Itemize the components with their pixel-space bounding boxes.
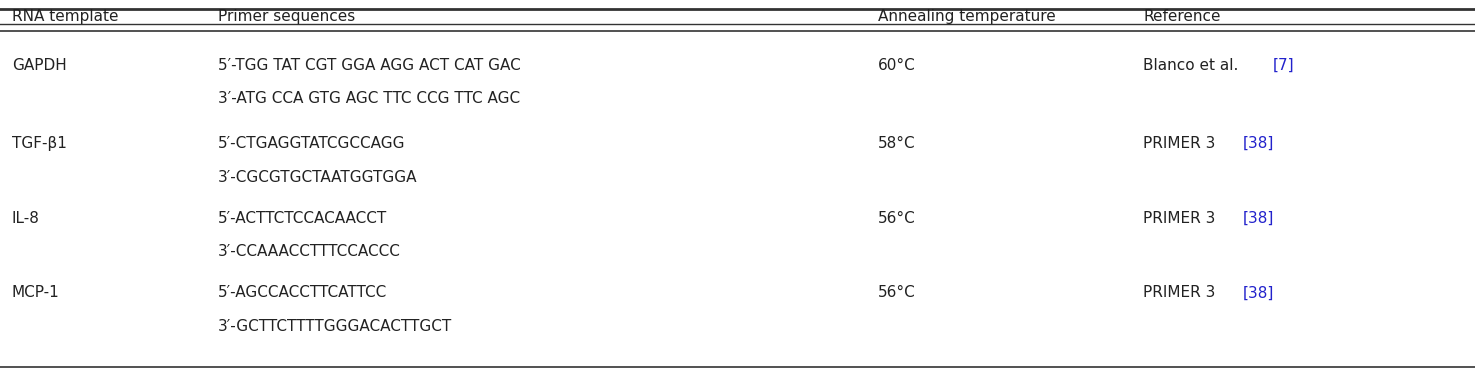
Text: PRIMER 3: PRIMER 3 (1143, 211, 1220, 226)
Text: 5′-CTGAGGTATCGCCAGG: 5′-CTGAGGTATCGCCAGG (218, 136, 406, 151)
Text: [38]: [38] (1243, 136, 1274, 151)
Text: 3′-ATG CCA GTG AGC TTC CCG TTC AGC: 3′-ATG CCA GTG AGC TTC CCG TTC AGC (218, 91, 521, 106)
Text: 5′-TGG TAT CGT GGA AGG ACT CAT GAC: 5′-TGG TAT CGT GGA AGG ACT CAT GAC (218, 58, 521, 73)
Text: Primer sequences: Primer sequences (218, 9, 355, 24)
Text: 56°C: 56°C (878, 285, 916, 300)
Text: PRIMER 3: PRIMER 3 (1143, 285, 1220, 300)
Text: 3′-CGCGTGCTAATGGTGGA: 3′-CGCGTGCTAATGGTGGA (218, 170, 417, 185)
Text: 56°C: 56°C (878, 211, 916, 226)
Text: TGF-β1: TGF-β1 (12, 136, 66, 151)
Text: 3′-CCAAACCTTTCCACCC: 3′-CCAAACCTTTCCACCC (218, 244, 401, 259)
Text: 60°C: 60°C (878, 58, 916, 73)
Text: PRIMER 3: PRIMER 3 (1143, 136, 1220, 151)
Text: [38]: [38] (1243, 211, 1274, 226)
Text: [38]: [38] (1243, 285, 1274, 300)
Text: Reference: Reference (1143, 9, 1221, 24)
Text: GAPDH: GAPDH (12, 58, 66, 73)
Text: RNA template: RNA template (12, 9, 118, 24)
Text: [7]: [7] (1273, 58, 1294, 73)
Text: IL-8: IL-8 (12, 211, 40, 226)
Text: 58°C: 58°C (878, 136, 916, 151)
Text: 5′-ACTTCTCCACAACCT: 5′-ACTTCTCCACAACCT (218, 211, 388, 226)
Text: 5′-AGCCACCTTCATTCC: 5′-AGCCACCTTCATTCC (218, 285, 388, 300)
Text: Annealing temperature: Annealing temperature (878, 9, 1056, 24)
Text: 3′-GCTTCTTTTGGGACACTTGCT: 3′-GCTTCTTTTGGGACACTTGCT (218, 319, 453, 334)
Text: MCP-1: MCP-1 (12, 285, 59, 300)
Text: Blanco et al.: Blanco et al. (1143, 58, 1243, 73)
